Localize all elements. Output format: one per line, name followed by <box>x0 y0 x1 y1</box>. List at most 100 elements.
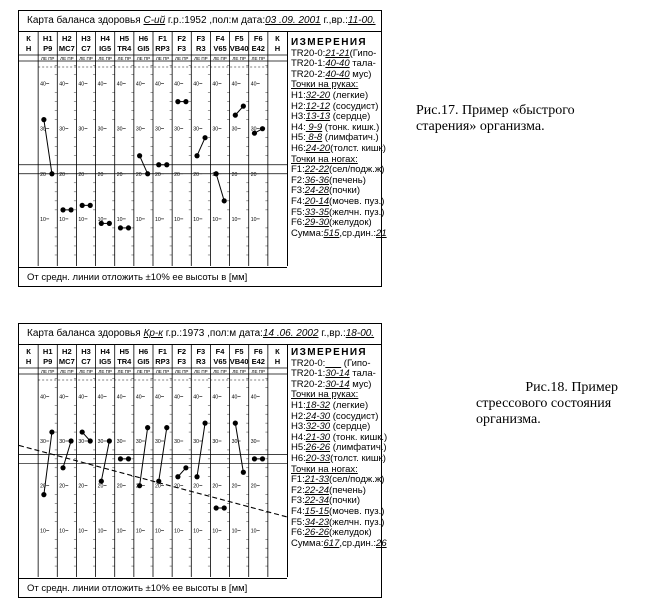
date-label: дата: <box>238 15 266 26</box>
y-tick-label: 10 <box>117 528 123 534</box>
point-left-f5 <box>232 420 238 426</box>
lr-label: ЛЕ ПР <box>60 56 73 61</box>
birth-year: г.р.:1952 <box>165 15 210 26</box>
y-tick-label: 40 <box>174 82 180 88</box>
y-tick-label: 40 <box>78 82 84 88</box>
y-tick-label: 10 <box>251 528 257 534</box>
point-right-h2 <box>68 207 74 213</box>
y-tick-label: 20 <box>155 172 161 178</box>
y-tick-label: 10 <box>155 528 161 534</box>
foot-row-f5: F5:34-23(желчн. пуз.) <box>291 516 385 528</box>
tr1-row: TR20-1:40-40 тала- <box>291 58 376 70</box>
hand-row-h4: H4:21-30 (тонк. кишк.) <box>291 431 388 443</box>
sex: ,пол:м <box>207 328 237 339</box>
column-label-top: H1 <box>43 347 53 356</box>
caption-18-line2: стрессового состояния <box>476 396 612 411</box>
y-tick-label: 30 <box>212 439 218 445</box>
lr-label: ЛЕ ПР <box>79 369 92 374</box>
y-tick-label: 30 <box>59 439 65 445</box>
y-tick-label: 30 <box>117 127 123 133</box>
point-left-f2 <box>175 99 181 105</box>
point-right-f2 <box>183 99 189 105</box>
birth-year: г.р.:1973 <box>162 328 208 339</box>
y-tick-label: 30 <box>193 127 199 133</box>
column-label-bottom: V65 <box>213 357 226 366</box>
tr2-row: TR20-2:40-40 мус) <box>291 68 372 80</box>
column-label-top: H1 <box>43 34 53 43</box>
point-left-f3 <box>194 153 200 159</box>
column-label-top: H5 <box>119 347 129 356</box>
hand-row-h4: H4: 9-9 (тонк. кишк.) <box>291 121 380 133</box>
time-value: 11-00. <box>347 15 376 26</box>
point-left-h4 <box>98 478 104 484</box>
hand-row-h2: H2:12-12 (сосудист) <box>291 100 379 112</box>
point-left-h2 <box>60 207 66 213</box>
point-right-h5 <box>125 456 132 462</box>
column-label-top: F1 <box>158 34 167 43</box>
column-label-bottom: RP3 <box>155 357 170 366</box>
point-right-h4 <box>106 220 112 226</box>
time-label: г.,вр.: <box>320 15 348 26</box>
card-title: Карта баланса здоровья С-ий г.р.:1952 ,п… <box>19 11 381 32</box>
y-tick-label: 40 <box>174 394 180 400</box>
y-tick-label: 40 <box>98 82 104 88</box>
lr-label: ЛЕ ПР <box>156 369 169 374</box>
column-label-bottom: Н <box>275 357 280 366</box>
y-tick-label: 30 <box>174 439 180 445</box>
series-line-h6 <box>139 427 149 486</box>
column-label-bottom: IG5 <box>99 357 111 366</box>
y-tick-label: 40 <box>232 82 238 88</box>
point-left-f6 <box>251 456 258 462</box>
trend-line <box>18 444 288 518</box>
chart-footer: От средн. линии отложить ±10% ее высоты … <box>19 267 287 286</box>
y-tick-label: 40 <box>98 394 104 400</box>
y-tick-label: 10 <box>232 217 238 223</box>
foot-row-f2: F2:36-36(печень) <box>291 174 366 186</box>
column-label-top: К <box>26 347 31 356</box>
y-tick-label: 20 <box>155 484 161 490</box>
point-right-f6 <box>259 456 266 462</box>
column-label-bottom: F3 <box>177 44 186 53</box>
measurements-header: ИЗМЕРЕНИЯ <box>291 347 367 358</box>
y-tick-label: 10 <box>155 217 161 223</box>
lr-label: ЛЕ ПР <box>175 56 188 61</box>
measurements-panel: ИЗМЕРЕНИЯ TR20-0:21-21(Гипо- TR20-1:40-4… <box>291 37 387 239</box>
point-left-f5 <box>232 112 238 118</box>
y-tick-label: 40 <box>117 82 123 88</box>
column-label-bottom: IG5 <box>99 44 111 53</box>
point-right-f6 <box>259 126 266 132</box>
lr-label: ЛЕ ПР <box>232 369 245 374</box>
lr-label: ЛЕ ПР <box>213 56 226 61</box>
hand-row-h3: H3:32-30 (сердце) <box>291 421 371 433</box>
y-tick-label: 10 <box>59 528 65 534</box>
point-right-h1 <box>49 171 55 177</box>
series-line-h4 <box>100 440 110 482</box>
point-left-h6 <box>137 483 143 489</box>
column-label-top: К <box>26 34 31 43</box>
point-left-f3 <box>194 474 200 480</box>
series-line-h1 <box>43 119 53 174</box>
measurements-panel: ИЗМЕРЕНИЯ TR20-0: (Гипо- TR20-1:30-14 та… <box>291 347 388 549</box>
lr-label: ЛЕ ПР <box>194 56 207 61</box>
hand-row-h5: H5:26-26 (лимфатич.) <box>291 442 387 454</box>
y-tick-label: 40 <box>59 394 65 400</box>
column-label-top: К <box>275 347 280 356</box>
y-tick-label: 20 <box>251 172 257 178</box>
series-line-f4 <box>215 173 225 201</box>
column-label-top: H4 <box>100 34 110 43</box>
column-label-bottom: GI5 <box>137 44 149 53</box>
column-label-bottom: P9 <box>43 357 52 366</box>
tr0-row: TR20-0:21-21(Гипо- <box>291 47 377 59</box>
title-prefix: Карта баланса здоровья <box>27 15 144 26</box>
caption-17-line1: Рис.17. Пример «быстрого <box>416 103 575 118</box>
column-label-top: F1 <box>158 347 167 356</box>
foot-row-f4: F4:15-15(мочев. пуз.) <box>291 505 385 517</box>
series-line-f5 <box>234 423 244 473</box>
point-left-h1 <box>41 492 47 498</box>
hand-row-h3: H3:13-13 (сердце) <box>291 111 371 123</box>
column-label-bottom: VB40 <box>230 357 249 366</box>
point-right-f1 <box>164 162 170 168</box>
column-label-bottom: C7 <box>81 357 91 366</box>
point-left-h3 <box>79 429 85 435</box>
caption-17-line2: старения» организма. <box>416 119 545 134</box>
